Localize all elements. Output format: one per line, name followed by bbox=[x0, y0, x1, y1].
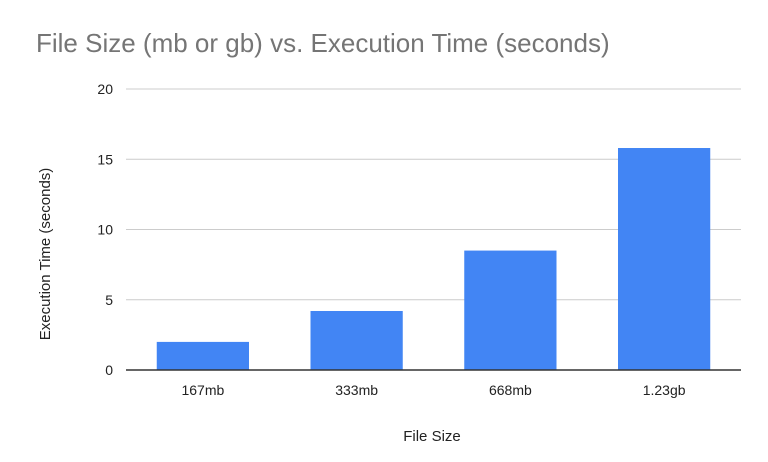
x-tick-label: 668mb bbox=[489, 382, 532, 398]
y-tick-labels: 0 5 10 15 20 bbox=[97, 81, 113, 378]
y-tick-label: 15 bbox=[97, 151, 113, 167]
x-tick-label: 333mb bbox=[335, 382, 378, 398]
bar-1.23gb bbox=[618, 148, 711, 370]
bar-333mb bbox=[310, 310, 403, 370]
bars bbox=[156, 148, 711, 370]
bar-668mb bbox=[464, 250, 557, 370]
x-tick-labels: 167mb 333mb 668mb 1.23gb bbox=[181, 382, 685, 398]
y-tick-label: 5 bbox=[105, 292, 113, 308]
y-tick-label: 10 bbox=[97, 222, 113, 238]
y-axis-title: Execution Time (seconds) bbox=[37, 168, 54, 341]
x-tick-label: 1.23gb bbox=[643, 382, 686, 398]
y-tick-label: 0 bbox=[105, 362, 113, 378]
y-tick-label: 20 bbox=[97, 81, 113, 97]
x-tick-label: 167mb bbox=[181, 382, 224, 398]
chart-title: File Size (mb or gb) vs. Execution Time … bbox=[36, 28, 610, 58]
bar-167mb bbox=[156, 341, 249, 370]
x-axis-title: File Size bbox=[403, 428, 461, 445]
